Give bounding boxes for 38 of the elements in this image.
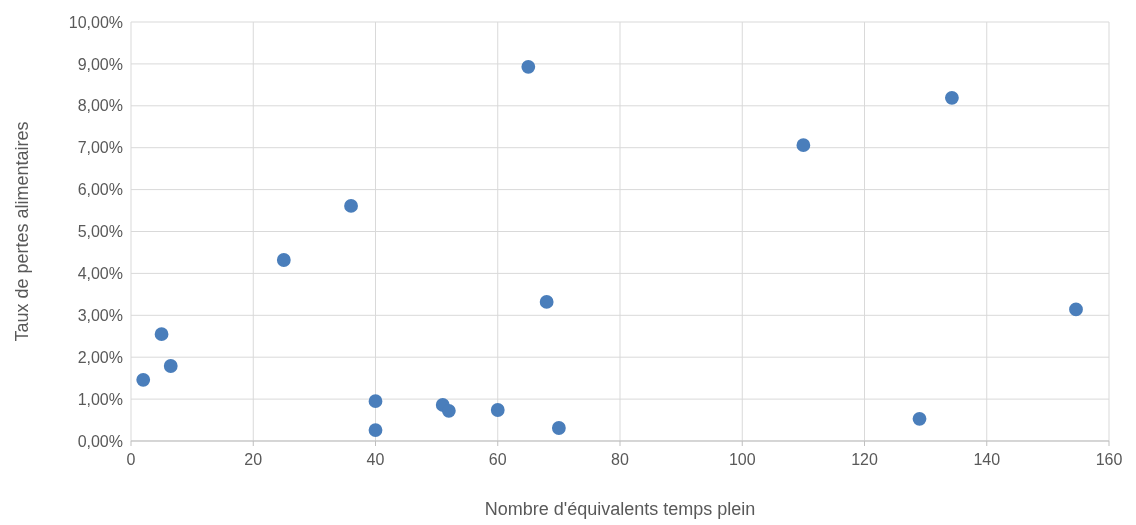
point [154, 327, 169, 342]
point [912, 411, 927, 426]
point [1069, 302, 1083, 317]
y-tick-label: 6,00% [77, 181, 123, 199]
point [539, 295, 554, 309]
x-tick-label: 60 [488, 451, 507, 468]
y-tick-label: 3,00% [77, 306, 123, 324]
x-axis-title: Nombre d'équivalents temps plein [484, 499, 756, 519]
x-tick-label: 120 [851, 451, 878, 468]
point [368, 394, 383, 409]
x-tick-label: 40 [366, 451, 385, 468]
y-tick-label: 10,00% [68, 13, 123, 31]
point [163, 359, 178, 373]
x-tick-label: 20 [244, 451, 263, 468]
y-tick-label: 8,00% [77, 97, 123, 115]
point [521, 59, 536, 74]
point [344, 199, 358, 213]
y-tick-label: 0,00% [77, 432, 123, 450]
y-tick-label: 5,00% [77, 223, 123, 241]
y-tick-label: 9,00% [77, 55, 123, 73]
point [490, 403, 505, 417]
y-tick-label: 4,00% [77, 265, 123, 282]
x-tick-label: 100 [728, 451, 756, 468]
point [796, 138, 811, 153]
point [276, 253, 291, 267]
point [945, 90, 959, 105]
x-tick-label: 140 [973, 451, 1001, 468]
x-tick-label: 0 [126, 451, 136, 468]
point [136, 372, 151, 387]
y-tick-label: 2,00% [77, 348, 123, 366]
point [441, 403, 456, 418]
x-tick-label: 80 [611, 451, 629, 468]
y-tick-label: 1,00% [77, 390, 123, 408]
point [368, 423, 383, 437]
x-tick-label: 160 [1095, 451, 1123, 468]
point [551, 421, 566, 435]
y-axis-title: Taux de pertes alimentaires [12, 121, 32, 342]
y-tick-label: 7,00% [77, 139, 123, 157]
